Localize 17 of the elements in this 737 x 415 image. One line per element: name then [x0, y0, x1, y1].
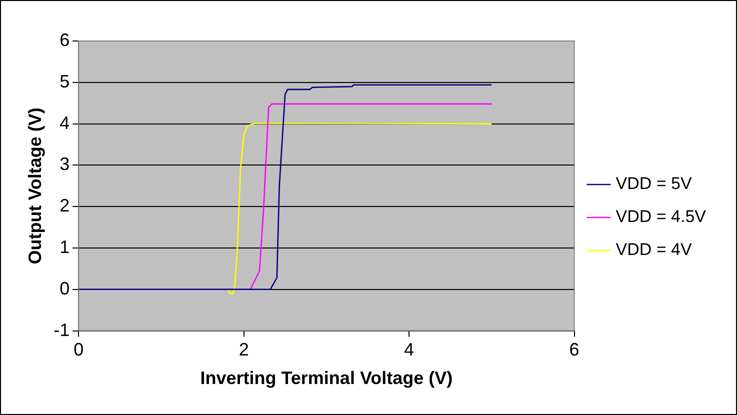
- y-tick-label: 5: [60, 71, 70, 92]
- legend-label: VDD = 4V: [616, 240, 692, 260]
- x-tick-label: 6: [569, 340, 580, 360]
- y-tick-label: 3: [60, 154, 70, 174]
- y-tick-label: 0: [60, 278, 70, 298]
- x-tick-label: 2: [238, 340, 249, 360]
- y-tick-label: -1: [54, 320, 70, 340]
- y-tick-label: 2: [60, 196, 70, 216]
- legend-label: VDD = 4.5V: [616, 207, 707, 226]
- x-tick-label: 0: [74, 340, 84, 360]
- y-tick-label: 4: [60, 112, 70, 133]
- y-tick-label: 6: [60, 30, 70, 50]
- y-tick-label: 1: [60, 236, 70, 257]
- x-axis-title: Inverting Terminal Voltage (V): [200, 368, 453, 388]
- x-tick-label: 4: [404, 340, 414, 360]
- y-axis-title: Output Voltage (V): [24, 108, 45, 264]
- legend-label: VDD = 5V: [616, 174, 692, 194]
